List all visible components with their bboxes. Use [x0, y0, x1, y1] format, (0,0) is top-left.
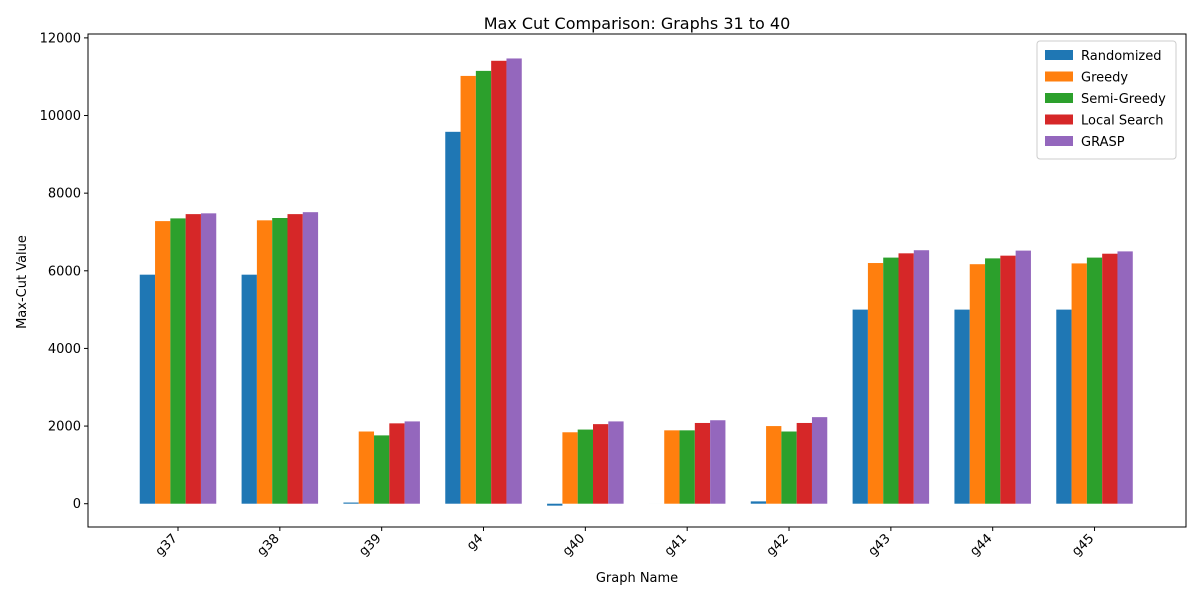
bar-g4-grasp — [506, 58, 522, 504]
bar-g45-semi-greedy — [1086, 257, 1103, 504]
bar-g45-local-search — [1102, 253, 1118, 504]
bar-g43-semi-greedy — [883, 257, 899, 504]
bar-g45-randomized — [1056, 309, 1072, 504]
bar-g37-greedy — [155, 221, 171, 504]
bar-g44-greedy — [969, 264, 986, 504]
bar-g45-greedy — [1071, 263, 1087, 504]
legend-swatch-semi-greedy — [1045, 93, 1073, 103]
bar-g4-local-search — [491, 60, 507, 504]
bar-g41-local-search — [694, 422, 711, 504]
bar-g44-semi-greedy — [985, 258, 1001, 504]
plot-frame — [87, 33, 1187, 528]
bar-g42-grasp — [811, 417, 828, 504]
legend-label: Greedy — [1081, 71, 1128, 86]
y-tick-label: 0 — [73, 497, 81, 512]
y-tick-label: 4000 — [48, 342, 81, 357]
bar-g43-grasp — [913, 250, 930, 504]
x-tick-label: g42 — [764, 531, 792, 559]
bar-g44-grasp — [1015, 250, 1031, 504]
bar-g39-randomized — [343, 502, 359, 504]
bar-g44-randomized — [954, 309, 970, 504]
bar-g37-local-search — [185, 214, 201, 504]
bar-g38-greedy — [256, 220, 273, 504]
bar-g39-greedy — [358, 431, 375, 504]
bar-g37-grasp — [200, 213, 217, 504]
bar-g44-local-search — [1000, 255, 1016, 504]
legend-label: Semi-Greedy — [1081, 92, 1166, 107]
x-tick-label: g40 — [560, 531, 588, 559]
y-tick-label: 10000 — [40, 109, 81, 124]
bar-g40-grasp — [608, 421, 624, 504]
bar-g4-randomized — [445, 131, 461, 504]
legend-swatch-randomized — [1045, 50, 1073, 60]
bar-g42-semi-greedy — [781, 431, 797, 504]
legend-swatch-greedy — [1045, 71, 1073, 82]
bar-g41-semi-greedy — [679, 430, 695, 504]
y-tick-label: 12000 — [40, 31, 81, 46]
bar-g40-randomized — [547, 503, 563, 506]
bar-g42-randomized — [750, 501, 767, 504]
legend-swatch-local-search — [1045, 114, 1073, 125]
bar-g43-greedy — [867, 263, 884, 504]
bar-g4-semi-greedy — [475, 70, 492, 504]
bar-g43-randomized — [852, 309, 868, 504]
x-tick-label: g41 — [662, 531, 690, 559]
y-tick-label: 8000 — [48, 187, 81, 202]
x-tick-label: g45 — [1069, 531, 1097, 559]
chart-title: Max Cut Comparison: Graphs 31 to 40 — [484, 14, 791, 33]
bar-g40-local-search — [593, 424, 609, 504]
bar-g37-randomized — [139, 274, 156, 504]
bar-g41-greedy — [664, 430, 680, 504]
bar-g45-grasp — [1117, 251, 1133, 504]
legend-swatch-grasp — [1045, 136, 1073, 146]
bar-g41-grasp — [710, 420, 726, 504]
bar-g38-local-search — [287, 214, 303, 504]
legend: Randomized Greedy Semi-Greedy Local Search G… — [1036, 40, 1177, 160]
x-tick-label: g38 — [255, 531, 283, 559]
bar-g38-randomized — [241, 274, 257, 504]
y-tick-label: 2000 — [48, 420, 81, 435]
bar-g39-semi-greedy — [374, 435, 390, 504]
bar-g39-local-search — [389, 423, 405, 504]
legend-label: Local Search — [1081, 114, 1164, 129]
x-tick-label: g39 — [356, 531, 384, 559]
bar-g40-greedy — [562, 432, 578, 504]
bar-g42-greedy — [766, 426, 782, 504]
bar-g43-local-search — [898, 253, 914, 504]
bar-g38-semi-greedy — [272, 218, 288, 504]
bar-g39-grasp — [404, 421, 420, 504]
y-axis-label: Max-Cut Value — [15, 235, 30, 329]
bar-g42-local-search — [796, 422, 812, 504]
bar-g4-greedy — [460, 75, 476, 504]
x-tick-label: g4 — [464, 531, 486, 553]
x-axis-label: Graph Name — [596, 571, 678, 586]
x-tick-label: g44 — [967, 531, 995, 559]
bar-g37-semi-greedy — [170, 218, 186, 504]
bars-layer — [139, 58, 1133, 506]
bar-g40-semi-greedy — [577, 429, 593, 504]
x-tick-label: g37 — [153, 531, 181, 559]
bar-g38-grasp — [302, 212, 319, 504]
x-tick-label: g43 — [866, 531, 894, 559]
legend-box — [1036, 40, 1177, 160]
y-tick-label: 6000 — [48, 264, 81, 279]
legend-label: GRASP — [1081, 135, 1125, 150]
legend-label: Randomized — [1081, 49, 1162, 64]
